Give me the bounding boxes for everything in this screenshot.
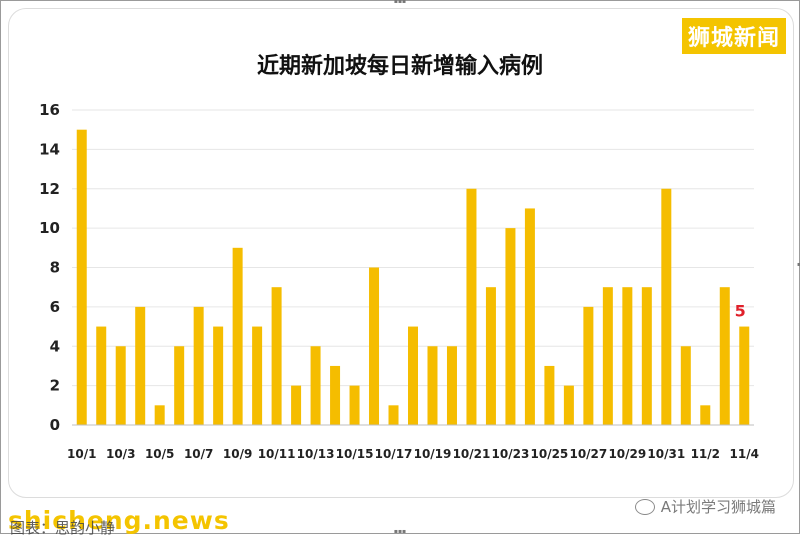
- bar: [193, 306, 204, 425]
- bar: [485, 287, 496, 425]
- bar: [583, 306, 594, 425]
- y-tick-label: 12: [39, 180, 60, 198]
- y-tick-label: 2: [50, 377, 60, 395]
- bar: [349, 385, 360, 425]
- bar: [622, 287, 633, 425]
- bar: [524, 208, 535, 425]
- chart-source: 图表：思韵小静: [10, 519, 116, 537]
- bar: [602, 287, 613, 425]
- chart-title: 近期新加坡每日新增输入病例: [256, 54, 543, 79]
- wechat-watermark: A计划学习狮城篇: [634, 496, 776, 517]
- bar: [271, 287, 282, 425]
- data-labels: 5: [735, 302, 746, 321]
- bar: [232, 247, 243, 425]
- x-tick-label: 10/23: [492, 447, 530, 461]
- x-tick-label: 10/11: [258, 447, 296, 461]
- x-tick-label: 10/19: [414, 447, 452, 461]
- bar: [446, 346, 457, 425]
- x-tick-label: 11/2: [691, 447, 720, 461]
- wechat-icon: [634, 498, 655, 515]
- data-label: 5: [735, 302, 746, 321]
- x-tick-label: 10/29: [608, 447, 646, 461]
- x-tick-label: 10/7: [184, 447, 213, 461]
- site-watermark: shicheng.news: [8, 506, 230, 535]
- y-tick-label: 0: [50, 416, 60, 434]
- x-tick-label: 10/1: [67, 447, 96, 461]
- bar: [700, 405, 711, 425]
- bar: [408, 326, 418, 425]
- bar: [719, 287, 730, 425]
- bar: [466, 188, 477, 425]
- brand-watermark: 狮城新闻: [681, 18, 786, 54]
- resize-handle-bottom[interactable]: ▪▪▪: [393, 528, 407, 535]
- x-axis-ticks: 10/1 10/3 10/5 10/7 10/9 10/11 10/13 10/15 10/17…: [67, 447, 759, 461]
- x-tick-label: 10/17: [375, 447, 413, 461]
- bar: [310, 346, 321, 425]
- bar: [388, 405, 399, 425]
- x-tick-label: 10/21: [453, 447, 491, 461]
- y-tick-label: 8: [50, 259, 60, 277]
- resize-handle-top[interactable]: ▪▪▪: [393, 0, 407, 5]
- x-tick-label: 10/25: [531, 447, 569, 461]
- bar: [505, 228, 516, 425]
- wechat-account-name: A计划学习狮城篇: [660, 498, 776, 516]
- bar: [174, 346, 185, 425]
- y-tick-label: 14: [39, 140, 60, 158]
- bar: [213, 326, 224, 425]
- bar: [563, 385, 574, 425]
- bar: [369, 267, 380, 425]
- bar: [427, 346, 438, 425]
- x-tick-label: 10/31: [647, 447, 685, 461]
- bar: [115, 346, 126, 425]
- x-tick-label: 11/4: [730, 447, 759, 461]
- y-tick-label: 16: [39, 101, 60, 119]
- bar: [661, 188, 672, 425]
- bar: [680, 346, 691, 425]
- x-tick-label: 10/15: [336, 447, 374, 461]
- x-tick-label: 10/13: [297, 447, 335, 461]
- bar: [96, 326, 107, 425]
- x-tick-label: 10/9: [223, 447, 252, 461]
- bar: [76, 129, 87, 425]
- y-axis-ticks: 0 2 4 6 8 10 12 14 16: [39, 101, 60, 434]
- resize-handle-right[interactable]: ▪: [796, 261, 800, 268]
- x-tick-label: 10/5: [145, 447, 174, 461]
- x-tick-label: 10/27: [569, 447, 607, 461]
- bar: [154, 405, 165, 425]
- bar: [330, 365, 341, 425]
- bar: [739, 326, 750, 425]
- x-tick-label: 10/3: [106, 447, 135, 461]
- y-tick-label: 6: [50, 298, 60, 316]
- resize-handle-left[interactable]: ▪: [0, 262, 4, 268]
- bar: [544, 365, 555, 425]
- y-tick-label: 4: [50, 337, 60, 355]
- y-tick-label: 10: [39, 219, 60, 237]
- bar: [135, 306, 146, 425]
- bar: [641, 287, 652, 425]
- bar-series: [76, 129, 750, 425]
- bar: [291, 385, 302, 425]
- bar: [252, 326, 263, 425]
